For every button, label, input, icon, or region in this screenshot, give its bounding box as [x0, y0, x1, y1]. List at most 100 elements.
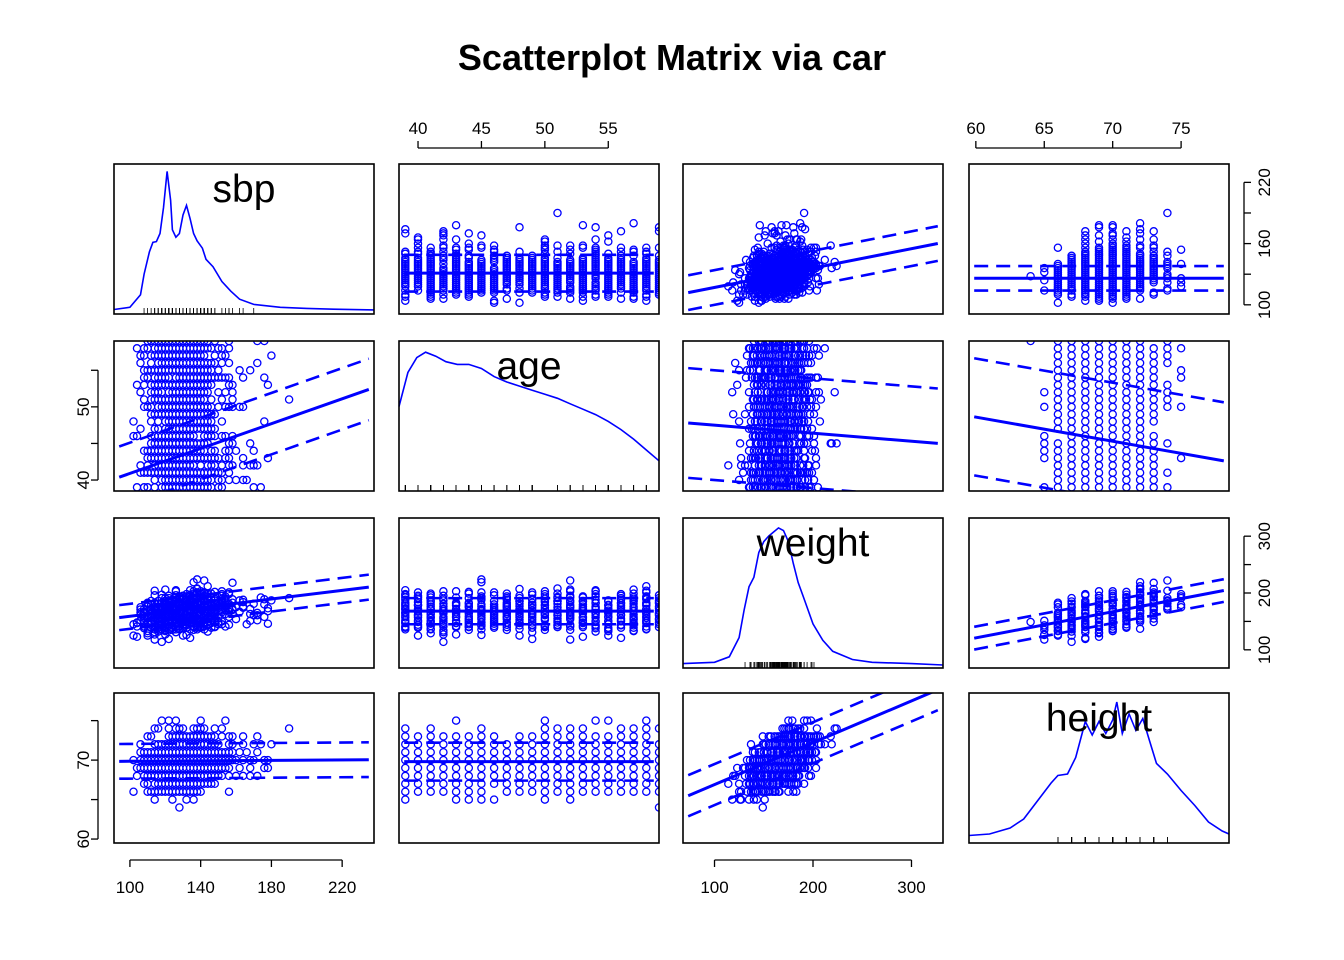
data-point: [761, 288, 770, 297]
data-point: [811, 453, 821, 463]
data-point: [1122, 387, 1131, 397]
data-point: [1108, 395, 1117, 404]
data-point: [401, 795, 410, 804]
data-point: [553, 261, 562, 271]
data-point: [527, 787, 537, 796]
data-point: [642, 282, 651, 291]
data-point: [578, 296, 588, 305]
data-point: [139, 779, 149, 789]
data-point: [1163, 576, 1172, 585]
data-point: [765, 779, 774, 789]
data-point: [761, 461, 770, 470]
data-point: [515, 771, 524, 781]
data-point: [1108, 239, 1117, 248]
data-point: [139, 380, 149, 390]
data-point: [217, 351, 227, 360]
data-point: [629, 585, 638, 594]
data-point: [799, 747, 809, 757]
data-point: [489, 588, 499, 597]
data-point: [439, 241, 448, 250]
data-point: [1163, 247, 1172, 257]
data-point: [1122, 237, 1131, 246]
panel-height-height: height: [968, 692, 1230, 844]
data-point: [1081, 633, 1090, 643]
data-point: [749, 795, 759, 804]
data-point: [439, 622, 448, 631]
data-point: [764, 740, 773, 749]
data-point: [146, 341, 156, 346]
data-point: [217, 732, 227, 741]
data-point: [1149, 351, 1158, 360]
data-point: [654, 257, 659, 267]
panel-sbp-height: [968, 163, 1230, 315]
data-point: [759, 787, 769, 796]
data-point: [502, 274, 512, 283]
data-point: [744, 402, 754, 412]
data-point: [1108, 475, 1117, 485]
data-point: [642, 581, 651, 591]
data-point: [791, 351, 800, 360]
data-point: [578, 632, 588, 642]
data-point: [168, 395, 177, 404]
data-point: [565, 732, 575, 741]
data-point: [758, 732, 768, 741]
data-point: [515, 599, 524, 609]
data-point: [1108, 587, 1117, 596]
data-point: [439, 247, 448, 257]
data-point: [616, 247, 626, 257]
tick-label-weight: 100: [1255, 636, 1274, 664]
data-point: [642, 724, 651, 733]
data-point: [199, 779, 209, 789]
data-point: [797, 402, 807, 412]
panel-sbp-age: [398, 163, 660, 315]
data-point: [153, 417, 163, 426]
data-point: [1067, 351, 1076, 360]
data-point: [175, 351, 184, 360]
spread-line: [687, 259, 939, 312]
data-point: [171, 716, 181, 725]
data-point: [820, 740, 830, 749]
data-point: [1081, 417, 1090, 426]
data-point: [185, 358, 195, 368]
data-point: [439, 235, 448, 244]
data-point: [439, 771, 448, 781]
data-point: [760, 417, 769, 426]
data-point: [803, 358, 813, 368]
data-point: [616, 755, 626, 765]
data-point: [604, 716, 613, 725]
data-point: [439, 284, 448, 293]
data-point: [1094, 468, 1104, 477]
data-point: [175, 724, 184, 733]
data-point: [591, 608, 600, 618]
rug-height: [1057, 837, 1168, 843]
data-point: [736, 286, 746, 295]
spread-line: [687, 693, 886, 777]
data-point: [527, 740, 537, 749]
data-point: [804, 387, 814, 397]
data-point: [553, 616, 562, 626]
data-point: [1067, 387, 1076, 397]
regression-line: [118, 388, 370, 479]
data-point: [604, 259, 613, 269]
data-point: [1081, 439, 1090, 448]
data-point: [757, 296, 767, 305]
data-point: [171, 747, 181, 757]
data-point: [788, 755, 797, 765]
data-point: [401, 755, 410, 765]
data-point: [1135, 417, 1145, 426]
tick-label-sbp: 180: [257, 878, 285, 897]
data-point: [591, 627, 600, 636]
data-point: [1040, 453, 1049, 463]
rug-weight: [744, 662, 815, 668]
data-point: [777, 431, 786, 441]
data-point: [654, 290, 659, 299]
data-point: [1053, 341, 1063, 346]
data-point: [451, 243, 461, 252]
data-point: [591, 292, 600, 301]
data-point: [786, 366, 795, 375]
data-point: [591, 623, 600, 633]
data-point: [153, 771, 163, 781]
data-point: [1108, 223, 1117, 232]
data-point: [175, 439, 184, 448]
data-point: [616, 732, 626, 741]
